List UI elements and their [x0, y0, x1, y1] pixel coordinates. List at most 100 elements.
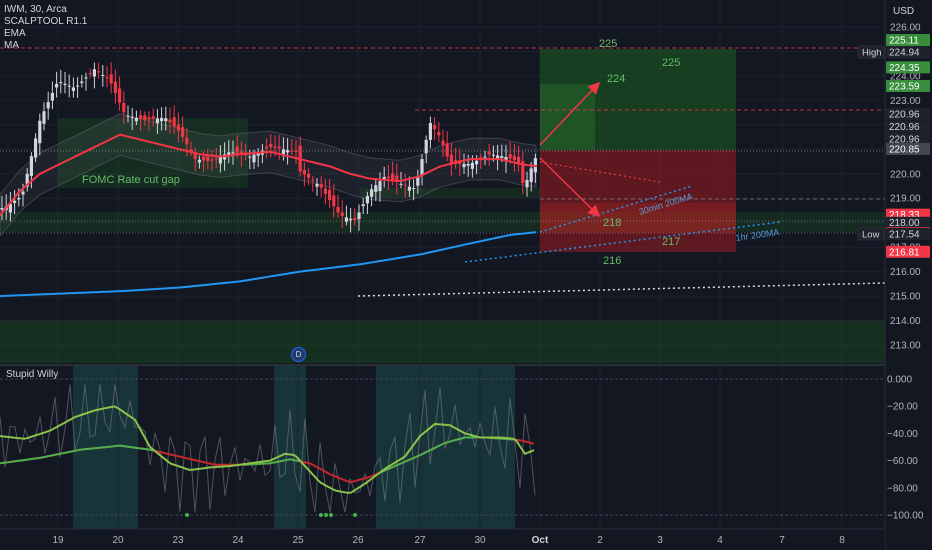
candle-body: [256, 152, 260, 156]
bear-projection: [539, 161, 661, 183]
candle-body: [328, 189, 332, 201]
candle-body: [38, 120, 42, 144]
candle-body: [475, 160, 479, 165]
candle-body: [470, 162, 474, 169]
candle-body: [323, 188, 327, 194]
candle-body: [122, 102, 126, 113]
candle-body: [403, 184, 407, 186]
price-label-value: 220.96: [889, 110, 920, 121]
time-axis-bg: [0, 529, 885, 550]
candle-body: [29, 156, 33, 176]
candle-body: [130, 116, 134, 118]
price-tick-label: 224.00: [890, 71, 921, 82]
candle-body: [491, 154, 495, 156]
candle-body: [508, 154, 512, 159]
candle-body: [151, 116, 155, 119]
price-labels: 225.11224.94High224.35223.59220.96220.96…: [857, 34, 930, 258]
candle-body: [382, 176, 386, 181]
osc-fast-line: [0, 405, 535, 494]
candle-body: [214, 158, 218, 160]
candle-body: [512, 155, 516, 161]
candle-body: [281, 149, 285, 155]
price-pane[interactable]: FOMC Rate cut gap 225 225 224 218 217 21…: [0, 0, 886, 365]
candle-body: [134, 117, 138, 122]
oscillator-grid: [0, 366, 885, 529]
osc-signal-dot: [319, 513, 323, 517]
candle-body: [46, 102, 50, 109]
price-label-box: [886, 46, 930, 58]
candle-body: [265, 146, 269, 149]
indicator-scalptool[interactable]: SCALPTOOL R1.1: [4, 16, 88, 27]
price-label-value: 218.33: [889, 210, 920, 221]
candle-body: [101, 74, 105, 76]
candle-body: [109, 74, 113, 84]
candle-body: [349, 218, 353, 221]
oscillator-axis[interactable]: 0.000 −20.00 −40.00 −60.00 −80.00 −100.00: [887, 375, 924, 522]
time-axis[interactable]: 19 20 23 24 25 26 27 30 Oct 2 3 4 7 8: [52, 535, 845, 546]
dividend-event-icon[interactable]: D: [291, 347, 306, 362]
candle-body: [227, 152, 231, 157]
price-label-tag: High: [862, 48, 882, 59]
candle-body: [391, 173, 395, 180]
candle-body: [113, 81, 117, 94]
candle-body: [202, 156, 206, 161]
osc-zone-2: [274, 366, 306, 529]
target-label-218: 218: [603, 217, 621, 229]
price-tick-label: 226.00: [890, 23, 921, 34]
candle-body: [378, 181, 382, 191]
osc-noise-line: [0, 384, 536, 513]
candle-body: [235, 146, 239, 154]
target-label-216: 216: [603, 255, 621, 267]
price-label-value: 220.96: [889, 135, 920, 146]
indicator-ema[interactable]: EMA: [4, 28, 26, 39]
candle-body: [294, 150, 298, 152]
candle-body: [466, 163, 470, 166]
price-label-value: 218.00: [889, 218, 920, 229]
price-tick-label: 213.00: [890, 341, 921, 352]
price-label-box: [886, 61, 930, 74]
zone-mid-green: [0, 212, 885, 232]
candle-body: [307, 173, 311, 178]
currency-label[interactable]: USD: [893, 6, 915, 17]
candle-body: [21, 191, 25, 195]
oscillator-title[interactable]: Stupid Willy: [6, 369, 59, 380]
time-tick-label: Oct: [532, 535, 549, 546]
price-tick-label: 214.00: [890, 316, 921, 327]
candle-body: [462, 163, 466, 168]
candle-body: [189, 149, 193, 152]
price-label-tag: Low: [862, 229, 880, 240]
candle-body: [416, 176, 420, 186]
candle-body: [340, 212, 344, 217]
candle-body: [449, 154, 453, 164]
candle-body: [0, 208, 4, 210]
target-label-217: 217: [662, 236, 680, 248]
zone-lower-green: [0, 321, 885, 363]
osc-tick-label: −60.00: [887, 456, 918, 467]
price-label-box: [886, 120, 930, 133]
osc-slow-line-up: [242, 458, 301, 466]
candle-body: [441, 140, 445, 146]
candle-body: [42, 111, 46, 124]
symbol-title[interactable]: IWM, 30, Arca: [4, 4, 67, 15]
candle-body: [76, 85, 80, 87]
osc-signal-dots: [185, 513, 357, 517]
indicator-ma[interactable]: MA: [4, 40, 19, 51]
candle-body: [357, 212, 361, 220]
time-tick-label: 30: [474, 535, 486, 546]
candle-body: [365, 195, 369, 204]
candle-body: [218, 156, 222, 164]
chart-legend: IWM, 30, Arca SCALPTOOL R1.1 EMA MA: [4, 4, 87, 52]
osc-slow-line-up: [0, 444, 154, 465]
fomc-gap-label: FOMC Rate cut gap: [82, 174, 180, 186]
osc-signal-dot: [324, 513, 328, 517]
candle-body: [231, 152, 235, 154]
time-tick-label: 23: [172, 535, 184, 546]
candle-body: [412, 187, 416, 189]
zone-mid-green-2: [360, 188, 540, 198]
candle-body: [25, 173, 29, 187]
candle-body: [517, 156, 521, 165]
price-tick-label: 223.00: [890, 96, 921, 107]
oscillator-pane[interactable]: [0, 366, 885, 529]
time-tick-label: 8: [839, 535, 845, 546]
